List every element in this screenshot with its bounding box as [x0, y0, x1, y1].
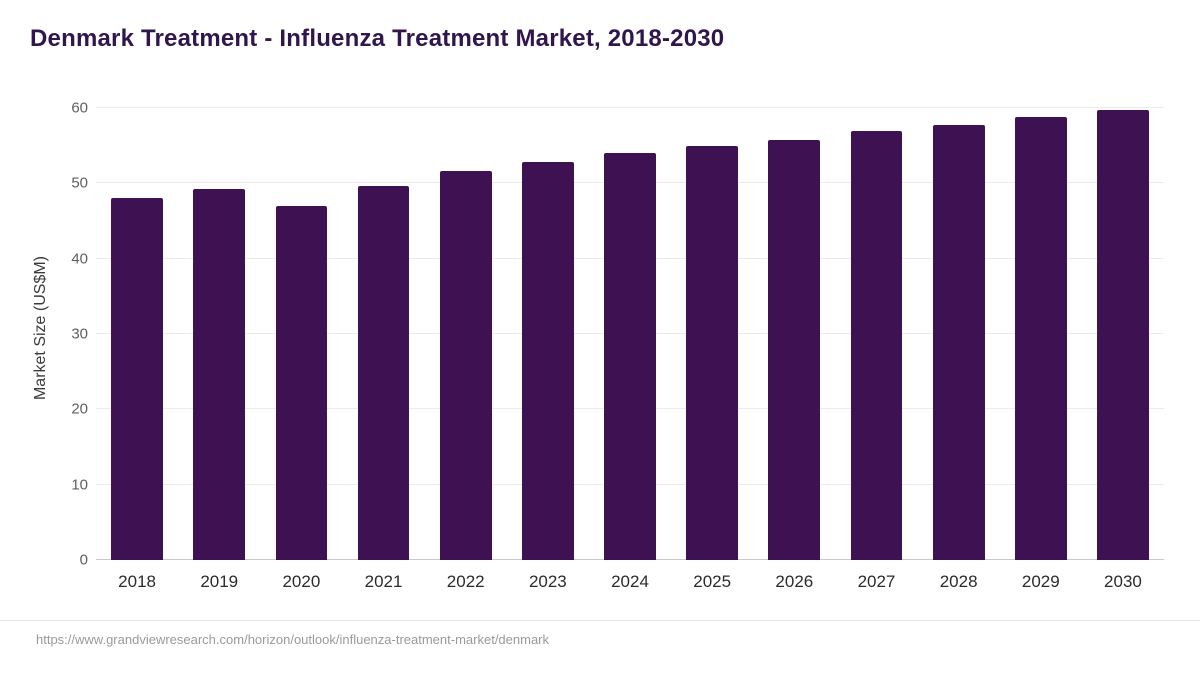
gridline-60	[96, 107, 1164, 108]
y-tick-label-10: 10	[71, 476, 88, 494]
bar-slot-2018	[96, 108, 178, 560]
bar-2023[interactable]	[521, 161, 574, 560]
bar-2025[interactable]	[686, 146, 739, 560]
chart-title: Denmark Treatment - Influenza Treatment …	[30, 25, 725, 52]
bar-2022[interactable]	[439, 170, 492, 560]
x-tick-label-2029: 2029	[1021, 572, 1060, 591]
bar-slot-2024	[589, 108, 671, 560]
bar-slot-2025	[671, 108, 753, 560]
x-tick-label-2026: 2026	[775, 572, 814, 591]
x-axis-labels: 2018 2019 2020 2021 2022 2023 2024 2025 2026 2027…	[96, 572, 1164, 592]
bar-slot-2021	[342, 108, 424, 560]
bar-slot-2027	[835, 108, 917, 560]
bar-2027[interactable]	[850, 131, 903, 560]
bar-2030[interactable]	[1097, 109, 1149, 560]
bar-slot-2028	[918, 108, 1000, 560]
x-tick-label-2027: 2027	[857, 572, 896, 591]
x-tick-label-2028: 2028	[939, 572, 978, 591]
x-tick-label-2020: 2020	[282, 572, 321, 591]
y-tick-label-30: 30	[71, 325, 88, 343]
bar-slot-2020	[260, 108, 342, 560]
bar-2026[interactable]	[768, 139, 821, 560]
y-tick-label-0: 0	[79, 551, 88, 569]
x-tick-label-2024: 2024	[611, 572, 649, 591]
y-tick-label-50: 50	[71, 174, 88, 192]
bar-slot-2019	[178, 108, 260, 560]
bar-slot-2023	[507, 108, 589, 560]
bar-2028[interactable]	[932, 124, 985, 560]
x-tick-label-2030: 2030	[1104, 572, 1142, 591]
source-url: https://www.grandviewresearch.com/horizo…	[36, 632, 550, 647]
bar-slot-2030	[1082, 108, 1164, 560]
y-tick-label-60: 60	[71, 99, 88, 117]
bar-2024[interactable]	[604, 153, 656, 560]
bar-2019[interactable]	[193, 189, 246, 560]
bar-2020[interactable]	[275, 205, 328, 560]
x-tick-label-2023: 2023	[528, 572, 567, 591]
bar-slot-2022	[425, 108, 507, 560]
bars	[96, 108, 1164, 560]
x-tick-label-2021: 2021	[364, 572, 403, 591]
plot-area	[96, 107, 1164, 560]
y-tick-label-20: 20	[71, 400, 88, 418]
x-tick-label-2025: 2025	[693, 572, 732, 591]
bar-2018[interactable]	[111, 197, 163, 560]
bar-2029[interactable]	[1014, 117, 1067, 560]
y-tick-label-40: 40	[71, 250, 88, 268]
y-axis-tick-labels: 0 10 20 30 40 50 60	[38, 101, 88, 568]
x-tick-label-2018: 2018	[118, 572, 156, 591]
bar-2021[interactable]	[357, 185, 410, 560]
footer-divider	[0, 620, 1200, 621]
x-tick-label-2019: 2019	[200, 572, 239, 591]
x-tick-label-2022: 2022	[446, 572, 485, 591]
bar-slot-2029	[1000, 108, 1082, 560]
bar-slot-2026	[753, 108, 835, 560]
